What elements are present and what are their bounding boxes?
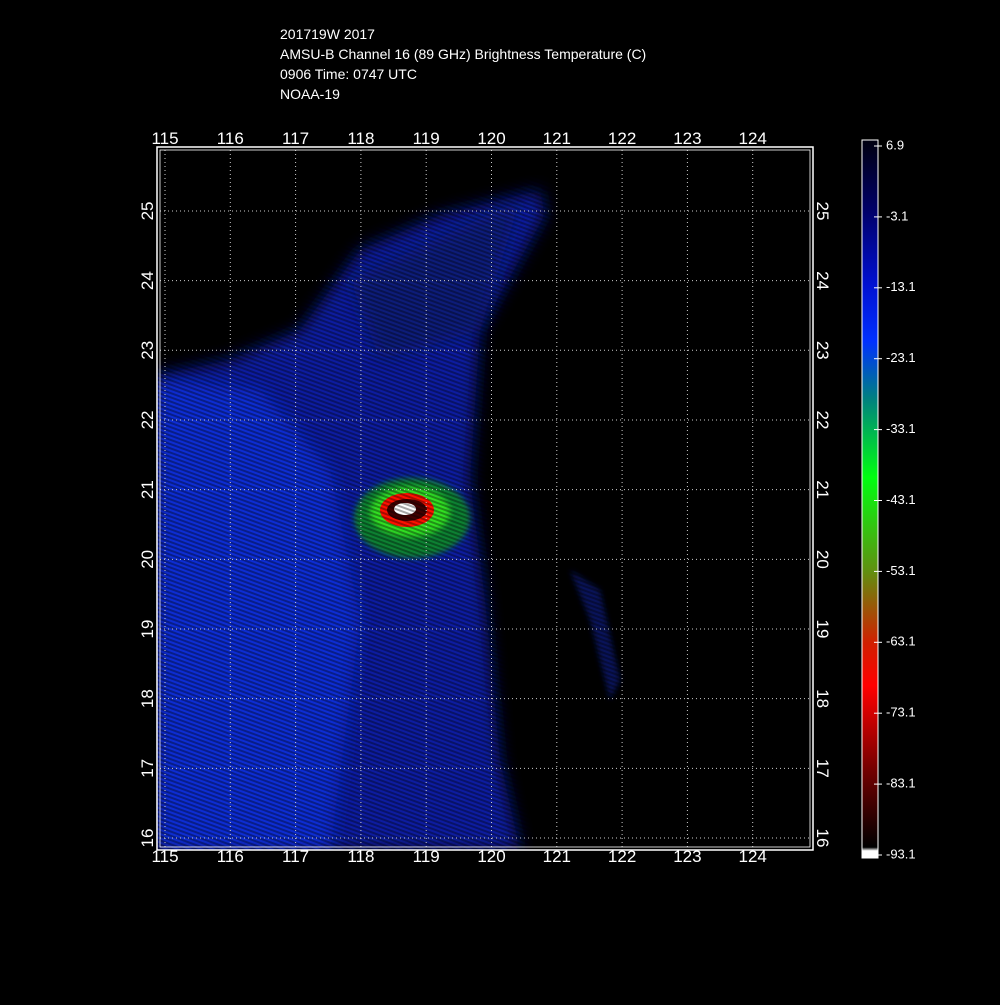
colorbar-label: -53.1 [886,563,916,578]
lon-label: 117 [282,847,309,866]
lon-label: 116 [217,129,244,148]
colorbar-label: -93.1 [886,846,916,861]
lat-label: 25 [138,202,157,221]
colorbar-label: -83.1 [886,776,916,791]
lat-label: 16 [813,829,832,848]
lat-label: 16 [138,829,157,848]
header-line: 0906 Time: 0747 UTC [280,66,417,82]
lon-label: 119 [413,847,440,866]
lon-label: 119 [413,129,440,148]
lat-label: 18 [813,689,832,708]
colorbar-label: 6.9 [886,137,904,152]
lat-label: 24 [138,271,157,290]
lat-label: 21 [813,480,832,499]
lon-label: 115 [151,847,178,866]
lat-label: 18 [138,689,157,708]
lat-label: 17 [813,759,832,778]
lon-label: 120 [477,847,505,866]
header-line: NOAA-19 [280,86,340,102]
lat-label: 23 [138,341,157,360]
lat-label: 21 [138,480,157,499]
lon-label: 123 [673,129,701,148]
header-line: 201719W 2017 [280,26,375,42]
colorbar-label: -23.1 [886,350,916,365]
lon-label: 115 [151,129,178,148]
lat-label: 22 [138,411,157,430]
header: 201719W 2017 AMSU-B Channel 16 (89 GHz) B… [280,26,646,102]
lon-label: 124 [739,847,767,866]
lon-label: 123 [673,847,701,866]
lat-label: 20 [813,550,832,569]
imagery [157,147,813,850]
lon-label: 122 [608,847,636,866]
colorbar-label: -33.1 [886,421,916,436]
graticule: 115 115 116 116 117 117 118 118 119 119 120 120 121 1… [138,129,832,866]
colorbar-label: -3.1 [886,208,908,223]
lat-label: 23 [813,341,832,360]
lat-label: 22 [813,411,832,430]
lon-label: 121 [543,847,571,866]
lon-label: 118 [347,847,374,866]
lat-label: 19 [138,620,157,639]
lat-label: 24 [813,271,832,290]
lon-label: 118 [347,129,374,148]
scan-lines [157,147,813,850]
lon-label: 117 [282,129,309,148]
lon-label: 124 [739,129,767,148]
lon-label: 116 [217,847,244,866]
lat-label: 25 [813,202,832,221]
colorbar-label: -73.1 [886,705,916,720]
colorbar-label: -13.1 [886,279,916,294]
colorbar-labels: 6.9 -3.1 -13.1 -23.1 -33.1 -43.1 -53.1 -63.1 -73… [874,137,916,861]
colorbar-label: -43.1 [886,492,916,507]
map-frame [156,146,814,851]
colorbar [861,139,879,859]
lon-label: 122 [608,129,636,148]
map-inner-frame [159,149,811,848]
header-line: AMSU-B Channel 16 (89 GHz) Brightness Te… [280,46,646,62]
lat-label: 20 [138,550,157,569]
colorbar-label: -63.1 [886,634,916,649]
lon-label: 121 [543,129,571,148]
lat-label: 19 [813,620,832,639]
lat-label: 17 [138,759,157,778]
lon-label: 120 [477,129,505,148]
